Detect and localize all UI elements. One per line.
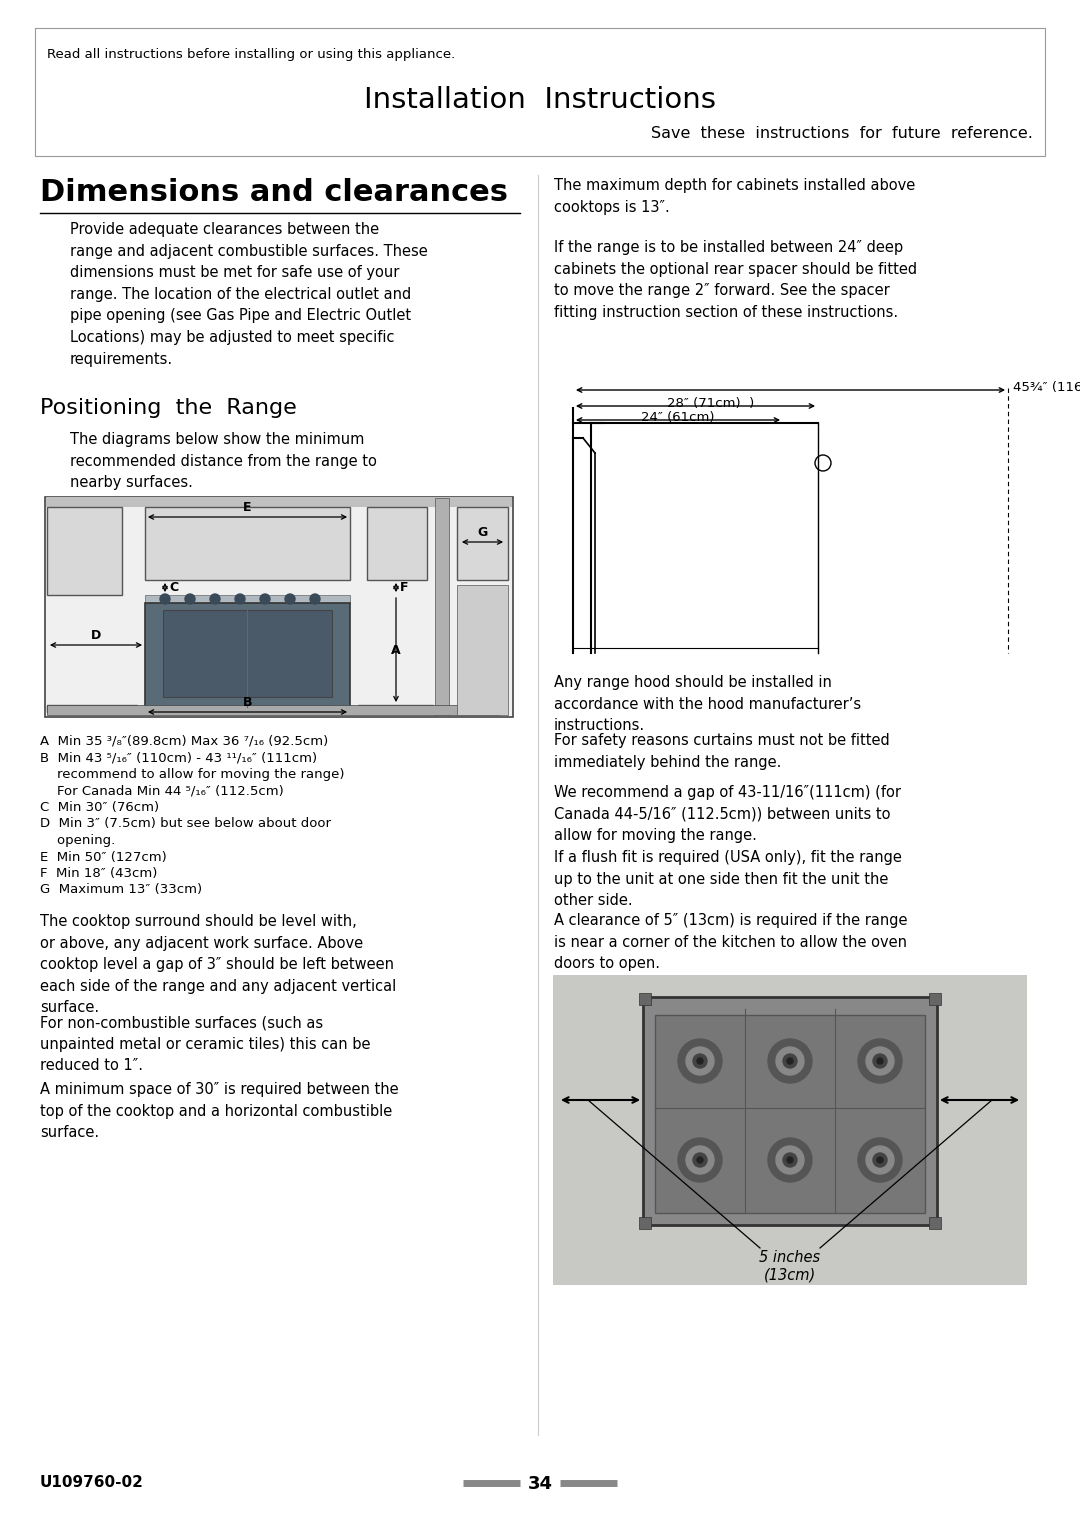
Circle shape [686,1048,714,1075]
Text: For Canada Min 44 ⁵/₁₆″ (112.5cm): For Canada Min 44 ⁵/₁₆″ (112.5cm) [40,785,284,797]
Bar [46,496,512,507]
Bar [457,507,508,580]
Circle shape [858,1038,902,1083]
Text: For safety reasons curtains must not be fitted
immediately behind the range.: For safety reasons curtains must not be … [554,733,890,770]
Circle shape [185,594,195,605]
Text: Installation  Instructions: Installation Instructions [364,86,716,115]
Bar [48,705,137,712]
Text: We recommend a gap of 43-11/16″(111cm) (for
Canada 44-5/16″ (112.5cm)) between u: We recommend a gap of 43-11/16″(111cm) (… [554,785,901,843]
Text: 45¾″ (116.1cm): 45¾″ (116.1cm) [1013,382,1080,394]
Bar [367,507,427,580]
Circle shape [787,1157,793,1164]
Text: C  Min 30″ (76cm): C Min 30″ (76cm) [40,802,159,814]
Bar [48,705,499,715]
Bar [145,596,350,603]
Text: E  Min 50″ (127cm): E Min 50″ (127cm) [40,851,166,863]
Bar [35,27,1045,156]
Text: A clearance of 5″ (13cm) is required if the range
is near a corner of the kitche: A clearance of 5″ (13cm) is required if … [554,913,907,971]
Circle shape [777,1145,804,1174]
Bar [643,997,937,1225]
Text: For non-combustible surfaces (such as
unpainted metal or ceramic tiles) this can: For non-combustible surfaces (such as un… [40,1015,370,1073]
Bar [145,507,350,580]
Text: Read all instructions before installing or using this appliance.: Read all instructions before installing … [48,47,456,61]
Text: recommend to allow for moving the range): recommend to allow for moving the range) [40,768,345,780]
Text: A  Min 35 ³/₈″(89.8cm) Max 36 ⁷/₁₆ (92.5cm): A Min 35 ³/₈″(89.8cm) Max 36 ⁷/₁₆ (92.5c… [40,734,328,748]
Circle shape [260,594,270,605]
Text: The maximum depth for cabinets installed above
cooktops is 13″.: The maximum depth for cabinets installed… [554,179,915,215]
Text: F: F [400,580,408,594]
Text: G  Maximum 13″ (33cm): G Maximum 13″ (33cm) [40,884,202,896]
Text: 5 inches: 5 inches [759,1251,821,1264]
Circle shape [783,1153,797,1167]
Text: B  Min 43 ⁵/₁₆″ (110cm) - 43 ¹¹/₁₆″ (111cm): B Min 43 ⁵/₁₆″ (110cm) - 43 ¹¹/₁₆″ (111c… [40,751,318,765]
Text: 28″ (71cm)  ): 28″ (71cm) ) [666,397,754,411]
Circle shape [877,1058,883,1064]
Circle shape [678,1138,723,1182]
Circle shape [858,1138,902,1182]
Text: Save  these  instructions  for  future  reference.: Save these instructions for future refer… [651,127,1032,140]
Circle shape [697,1157,703,1164]
Circle shape [866,1145,894,1174]
Text: The diagrams below show the minimum
recommended distance from the range to
nearb: The diagrams below show the minimum reco… [70,432,377,490]
Text: If a flush fit is required (USA only), fit the range
up to the unit at one side : If a flush fit is required (USA only), f… [554,851,902,909]
Circle shape [210,594,220,605]
Text: A minimum space of 30″ is required between the
top of the cooktop and a horizont: A minimum space of 30″ is required betwe… [40,1083,399,1141]
Text: C: C [168,580,178,594]
Circle shape [877,1157,883,1164]
Bar [357,705,433,712]
Bar [639,993,651,1005]
Text: E: E [243,501,252,515]
Text: 24″ (61cm): 24″ (61cm) [642,411,715,425]
Text: If the range is to be installed between 24″ deep
cabinets the optional rear spac: If the range is to be installed between … [554,240,917,319]
Bar [654,1015,924,1212]
Bar [48,507,122,596]
Circle shape [693,1054,707,1067]
Circle shape [777,1048,804,1075]
Circle shape [787,1058,793,1064]
Circle shape [310,594,320,605]
Bar [553,976,1027,1286]
Bar [929,993,941,1005]
Text: A: A [391,643,401,657]
Circle shape [873,1054,887,1067]
Text: Dimensions and clearances: Dimensions and clearances [40,179,508,208]
Circle shape [285,594,295,605]
Text: D: D [91,629,102,641]
Text: Provide adequate clearances between the
range and adjacent combustible surfaces.: Provide adequate clearances between the … [70,221,428,366]
Bar [45,496,513,718]
Circle shape [768,1038,812,1083]
Text: B: B [243,696,253,709]
Text: 34: 34 [527,1475,553,1493]
Text: F  Min 18″ (43cm): F Min 18″ (43cm) [40,867,158,880]
Circle shape [783,1054,797,1067]
Text: opening.: opening. [40,834,116,847]
Circle shape [697,1058,703,1064]
Text: D  Min 3″ (7.5cm) but see below about door: D Min 3″ (7.5cm) but see below about doo… [40,817,330,831]
Text: Any range hood should be installed in
accordance with the hood manufacturer’s
in: Any range hood should be installed in ac… [554,675,861,733]
Bar [929,1217,941,1229]
Circle shape [160,594,170,605]
Circle shape [693,1153,707,1167]
Bar [435,498,449,716]
Text: (13cm): (13cm) [764,1267,816,1283]
Bar [457,585,508,715]
Circle shape [235,594,245,605]
Text: The cooktop surround should be level with,
or above, any adjacent work surface. : The cooktop surround should be level wit… [40,915,396,1015]
Circle shape [686,1145,714,1174]
Circle shape [866,1048,894,1075]
Bar [145,603,350,712]
Text: G: G [477,525,488,539]
Text: U109760-02: U109760-02 [40,1475,144,1490]
Circle shape [873,1153,887,1167]
Circle shape [768,1138,812,1182]
Bar [639,1217,651,1229]
Text: Positioning  the  Range: Positioning the Range [40,399,297,418]
Bar [163,609,332,696]
Circle shape [678,1038,723,1083]
